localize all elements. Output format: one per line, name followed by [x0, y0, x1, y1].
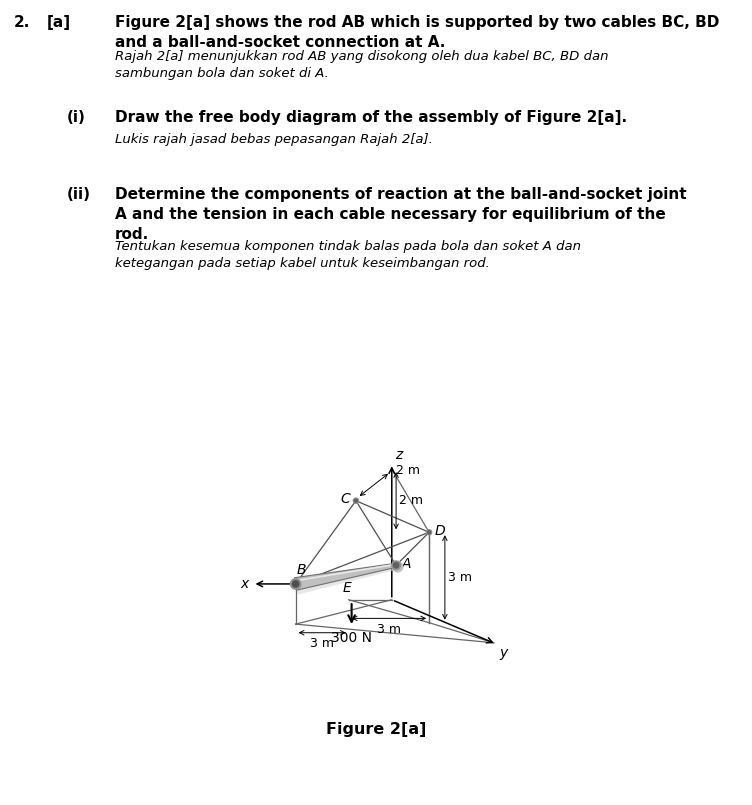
Text: D: D — [434, 524, 445, 538]
Circle shape — [428, 530, 431, 534]
Circle shape — [354, 499, 357, 502]
Text: Figure 2[a] shows the rod AB which is supported by two cables BC, BD
and a ball-: Figure 2[a] shows the rod AB which is su… — [115, 15, 720, 50]
Text: C: C — [341, 493, 350, 506]
Text: Rajah 2[a] menunjukkan rod AB yang disokong oleh dua kabel BC, BD dan
sambungan : Rajah 2[a] menunjukkan rod AB yang disok… — [115, 50, 608, 80]
Text: 2 m: 2 m — [396, 464, 420, 477]
Text: Determine the components of reaction at the ball-and-socket joint
A and the tens: Determine the components of reaction at … — [115, 187, 687, 242]
Text: 3 m: 3 m — [447, 571, 472, 584]
Text: A: A — [402, 557, 411, 571]
Text: z: z — [395, 448, 402, 462]
Text: 3 m: 3 m — [310, 637, 334, 650]
Circle shape — [293, 580, 299, 587]
Text: 300 N: 300 N — [331, 631, 372, 646]
Text: 2.: 2. — [14, 15, 30, 30]
Text: Lukis rajah jasad bebas pepasangan Rajah 2[a].: Lukis rajah jasad bebas pepasangan Rajah… — [115, 133, 433, 146]
Circle shape — [393, 563, 399, 568]
Text: E: E — [343, 581, 352, 596]
Circle shape — [393, 562, 402, 572]
Circle shape — [426, 530, 432, 535]
Text: [a]: [a] — [47, 15, 71, 30]
Text: B: B — [297, 563, 307, 576]
Text: 3 m: 3 m — [377, 623, 401, 636]
Text: y: y — [499, 646, 508, 659]
Text: Figure 2[a]: Figure 2[a] — [326, 722, 426, 737]
Text: (i): (i) — [67, 110, 86, 125]
Circle shape — [392, 561, 400, 570]
Text: Tentukan kesemua komponen tindak balas pada bola dan soket A dan
ketegangan pada: Tentukan kesemua komponen tindak balas p… — [115, 240, 581, 270]
Circle shape — [290, 579, 301, 589]
Text: Draw the free body diagram of the assembly of Figure 2[a].: Draw the free body diagram of the assemb… — [115, 110, 627, 125]
Polygon shape — [296, 566, 397, 595]
Polygon shape — [295, 564, 396, 590]
Text: 2 m: 2 m — [399, 494, 423, 507]
Text: x: x — [240, 577, 248, 591]
Circle shape — [353, 498, 359, 503]
Text: (ii): (ii) — [67, 187, 91, 202]
